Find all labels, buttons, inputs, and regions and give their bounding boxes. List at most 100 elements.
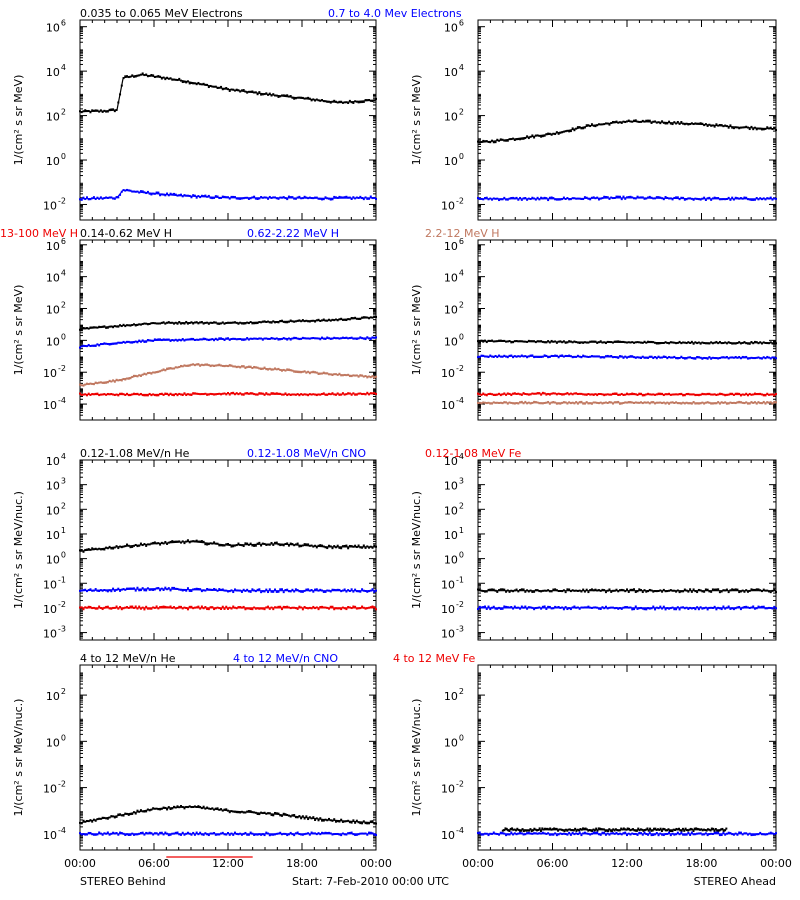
- data-point: [291, 588, 294, 591]
- data-point: [110, 547, 113, 550]
- data-point: [267, 320, 270, 323]
- data-point: [98, 817, 101, 820]
- data-point: [139, 323, 142, 326]
- data-point: [174, 587, 177, 590]
- data-point: [620, 340, 623, 343]
- data-point: [171, 586, 174, 589]
- data-point: [494, 607, 497, 610]
- data-point: [214, 833, 217, 836]
- data-point: [258, 91, 261, 94]
- data-point: [622, 401, 625, 404]
- data-point: [478, 197, 481, 200]
- data-point: [610, 196, 613, 199]
- data-point: [166, 76, 169, 79]
- data-point: [626, 356, 628, 359]
- data-point: [773, 197, 776, 200]
- data-point: [176, 79, 179, 82]
- data-point: [92, 344, 95, 347]
- data-point: [209, 196, 212, 199]
- data-point: [338, 318, 341, 321]
- data-point: [508, 401, 511, 404]
- data-point: [99, 589, 102, 592]
- data-point: [157, 542, 160, 545]
- data-point: [322, 100, 325, 103]
- data-point: [645, 401, 648, 404]
- data-point: [748, 128, 751, 131]
- data-point: [746, 357, 749, 360]
- data-point: [146, 808, 149, 811]
- data-point: [550, 607, 553, 610]
- data-point: [103, 606, 106, 609]
- data-point: [305, 371, 308, 374]
- data-point: [636, 401, 639, 404]
- data-point: [186, 322, 189, 325]
- data-point: [85, 548, 88, 551]
- data-point: [319, 393, 322, 396]
- data-point: [629, 588, 632, 591]
- data-point: [657, 607, 660, 610]
- data-point: [89, 831, 92, 834]
- data-point: [718, 198, 721, 201]
- data-point: [661, 120, 664, 123]
- data-point: [775, 342, 777, 345]
- data-point: [773, 588, 776, 591]
- y-tick-exponent: 3: [61, 477, 66, 486]
- data-point: [99, 393, 102, 396]
- data-point: [675, 196, 678, 199]
- data-point: [652, 120, 655, 123]
- data-point: [732, 342, 735, 345]
- data-point: [289, 338, 292, 341]
- data-point: [617, 400, 620, 403]
- data-point: [127, 813, 130, 816]
- data-point: [543, 392, 546, 395]
- data-point: [343, 196, 346, 199]
- data-point: [117, 341, 120, 344]
- data-point: [589, 606, 592, 609]
- data-point: [522, 392, 525, 395]
- data-point: [134, 392, 137, 395]
- data-point: [129, 377, 132, 380]
- data-point: [119, 341, 122, 344]
- data-point: [232, 545, 235, 548]
- data-point: [676, 393, 679, 396]
- data-point: [694, 590, 697, 593]
- data-point: [225, 808, 228, 811]
- data-point: [582, 402, 585, 405]
- data-point: [307, 370, 310, 373]
- data-point: [329, 819, 332, 822]
- data-point: [485, 140, 488, 143]
- data-point: [596, 394, 599, 397]
- data-point: [136, 586, 139, 589]
- data-point: [336, 101, 339, 104]
- data-point: [655, 342, 658, 345]
- data-point: [599, 401, 602, 404]
- data-point: [228, 606, 231, 609]
- data-point: [119, 392, 122, 395]
- data-point: [491, 588, 494, 591]
- data-point: [268, 195, 271, 198]
- y-tick-exponent: 0: [459, 733, 464, 742]
- data-point: [162, 833, 165, 836]
- data-point: [298, 338, 301, 341]
- data-point: [636, 341, 639, 344]
- data-point: [696, 355, 699, 358]
- data-point: [582, 341, 585, 344]
- data-point: [545, 341, 548, 344]
- data-point: [303, 589, 306, 592]
- data-point: [287, 368, 290, 371]
- data-point: [373, 376, 376, 379]
- data-point: [286, 338, 289, 341]
- data-point: [211, 364, 214, 367]
- data-point: [746, 342, 749, 345]
- data-point: [357, 337, 360, 340]
- data-point: [230, 321, 233, 324]
- data-point: [150, 372, 153, 375]
- data-point: [647, 590, 650, 593]
- data-point: [585, 341, 588, 344]
- data-point: [310, 319, 313, 322]
- data-point: [569, 130, 572, 133]
- data-point: [127, 544, 130, 547]
- data-point: [345, 590, 348, 593]
- data-point: [200, 540, 203, 543]
- data-point: [562, 393, 565, 396]
